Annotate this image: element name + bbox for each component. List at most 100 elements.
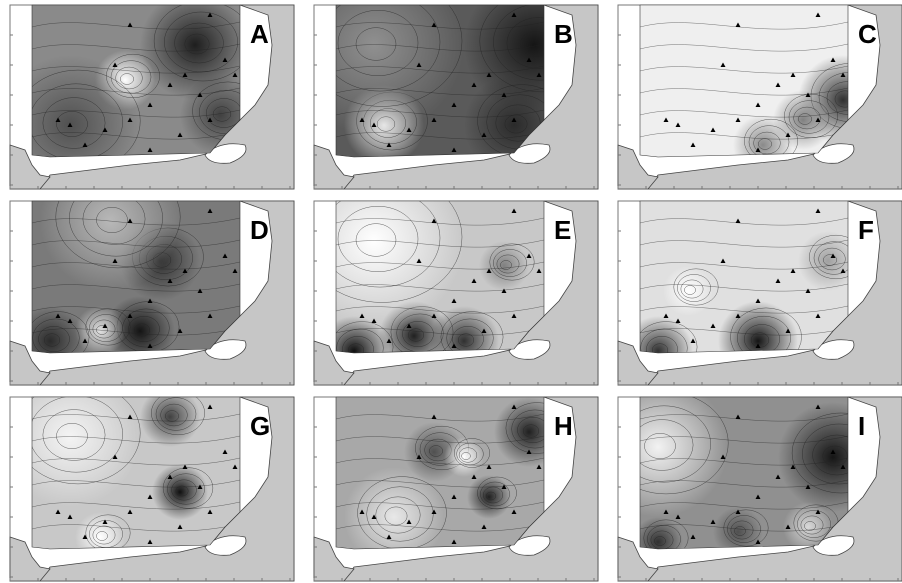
contour-line	[171, 479, 197, 501]
station	[690, 534, 696, 539]
contour-line	[802, 423, 848, 485]
panel-label: C	[858, 19, 877, 49]
contour-line	[500, 260, 512, 270]
contour-line	[640, 87, 848, 96]
contour-line	[32, 479, 240, 488]
station	[486, 464, 492, 469]
contour-line	[32, 501, 240, 510]
station	[471, 278, 477, 283]
station	[371, 514, 377, 519]
station	[147, 539, 153, 544]
contour-line	[485, 491, 497, 501]
contour-line	[337, 206, 419, 272]
coast-left	[617, 144, 659, 190]
contour-field	[640, 5, 848, 157]
station	[406, 519, 412, 524]
station	[67, 514, 73, 519]
contour-line	[822, 445, 848, 467]
field-blob	[467, 475, 511, 519]
station	[222, 57, 228, 62]
contour-line	[32, 305, 240, 314]
coast-left	[617, 536, 659, 582]
contour-line	[69, 201, 163, 257]
panel-label: H	[554, 411, 573, 441]
station	[55, 117, 61, 122]
station	[710, 519, 716, 524]
contour-line	[798, 113, 812, 125]
contour-line	[493, 5, 544, 81]
contour-line	[133, 323, 151, 337]
contour-line	[640, 327, 848, 336]
contour-line	[753, 131, 781, 155]
contour-line	[336, 65, 544, 74]
panel-label: F	[858, 215, 874, 245]
contour-line	[640, 501, 848, 510]
contour-line	[640, 305, 848, 314]
station	[177, 524, 183, 529]
station	[127, 218, 133, 223]
contour-line	[336, 501, 544, 510]
contour-line	[640, 261, 848, 270]
contour-line	[461, 452, 471, 460]
contour-line	[640, 397, 729, 495]
station	[815, 117, 821, 122]
contour-line	[32, 217, 240, 226]
station	[840, 72, 846, 77]
station	[720, 62, 726, 67]
contour-line	[347, 343, 365, 353]
station	[127, 509, 133, 514]
field-blob	[344, 467, 444, 549]
contour-line	[384, 506, 408, 526]
contour-line	[96, 531, 108, 541]
station	[207, 404, 213, 409]
station	[775, 278, 781, 283]
map-panel: G	[9, 396, 295, 582]
contour-line	[357, 476, 447, 549]
station	[451, 539, 457, 544]
contour-line	[744, 118, 798, 157]
station	[451, 147, 457, 152]
contour-line	[684, 285, 696, 295]
contour-line	[336, 435, 544, 444]
contour-line	[517, 417, 544, 443]
contour-line	[32, 65, 240, 74]
contour-line	[32, 283, 240, 292]
island	[204, 535, 247, 556]
station	[755, 298, 761, 303]
contour-line	[336, 305, 544, 314]
station	[182, 268, 188, 273]
coast-left	[617, 340, 659, 386]
contour-line	[38, 326, 70, 352]
island	[812, 535, 855, 556]
contour-line	[477, 84, 544, 157]
contour-line	[650, 530, 674, 549]
coast-left	[313, 340, 355, 386]
station	[501, 92, 507, 97]
station	[386, 338, 392, 343]
contour-line	[336, 239, 544, 248]
contour-line	[640, 239, 848, 248]
station	[755, 343, 761, 348]
contour-line	[640, 109, 848, 118]
station	[167, 474, 173, 479]
station	[182, 464, 188, 469]
station	[735, 218, 741, 223]
contour-line	[440, 311, 504, 353]
contour-line	[32, 397, 123, 473]
domain-outline	[335, 396, 545, 550]
contour-line	[804, 521, 816, 531]
station	[501, 484, 507, 489]
station	[536, 72, 542, 77]
contour-line	[734, 526, 746, 536]
contour-line	[640, 21, 848, 30]
land	[343, 200, 599, 386]
station	[431, 117, 437, 122]
contour-line	[92, 319, 116, 339]
contour-line	[477, 476, 517, 510]
station	[830, 57, 836, 62]
domain-outline	[639, 396, 849, 550]
contour-line	[640, 131, 848, 140]
contour-line	[174, 22, 224, 64]
station	[755, 494, 761, 499]
station	[785, 524, 791, 529]
